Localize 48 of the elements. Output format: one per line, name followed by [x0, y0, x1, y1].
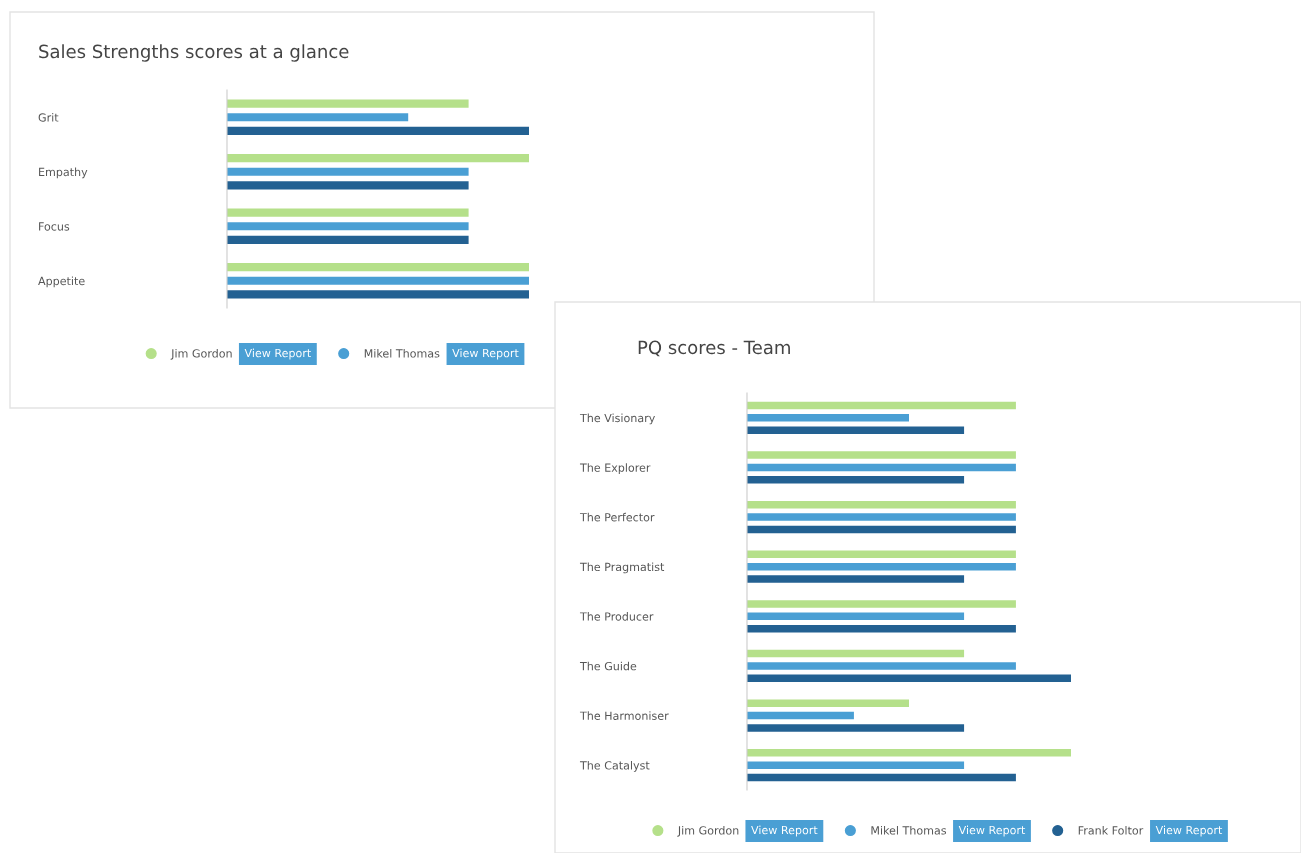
bar: [747, 724, 965, 732]
text: View Report: [244, 348, 311, 360]
y-tick-label: The Explorer: [579, 463, 651, 474]
y-tick-label: The Guide: [579, 661, 637, 671]
legend-label: Jim Gordon: [170, 349, 232, 360]
y-tick-label: The Visionary: [579, 413, 655, 425]
bar: [747, 711, 854, 720]
bar: [747, 773, 1016, 782]
legend-label: Mikel Thomas: [871, 826, 947, 835]
bar: [747, 550, 1016, 558]
bar: [747, 674, 1071, 683]
legend-label: Jim Gordon: [677, 826, 739, 837]
bar: [747, 575, 965, 583]
bar: [747, 749, 1071, 757]
bar: [747, 699, 909, 707]
bar: [747, 612, 965, 621]
y-tick-label: The Catalyst: [579, 760, 650, 772]
y-tick-label: Appetite: [38, 276, 85, 288]
bar: [747, 649, 965, 658]
legend-label: Mikel Thomas: [364, 349, 440, 358]
bar: [747, 761, 965, 769]
bar: [747, 600, 1016, 608]
chart-title: PQ scores - Team: [638, 340, 790, 357]
bar: [747, 414, 909, 422]
bar: [747, 500, 1016, 509]
bar: [747, 513, 1016, 521]
y-tick-label: The Harmoniser: [579, 711, 669, 720]
text: View Report: [751, 825, 818, 837]
y-tick-label: Focus: [39, 222, 70, 231]
y-tick-label: The Pragmatist: [579, 562, 665, 574]
bar: [747, 525, 1016, 534]
text: View Report: [958, 825, 1026, 837]
bar: [747, 401, 1016, 410]
bar: [747, 625, 1016, 633]
bar: [747, 451, 1016, 459]
bar: [747, 662, 1016, 670]
y-tick-label: Grit: [38, 113, 59, 122]
legend-label: Frank Foltor: [1078, 826, 1144, 835]
bar: [747, 562, 1016, 571]
chart-title: Sales Strengths scores at a glance: [39, 44, 349, 62]
bar: [747, 476, 965, 484]
text: View Report: [1155, 825, 1223, 837]
bar: [747, 426, 965, 434]
y-tick-label: The Perfector: [579, 512, 655, 522]
text: View Report: [452, 348, 519, 360]
y-tick-label: The Producer: [579, 612, 654, 621]
bar: [747, 463, 1016, 472]
y-tick-label: Empathy: [39, 167, 88, 179]
